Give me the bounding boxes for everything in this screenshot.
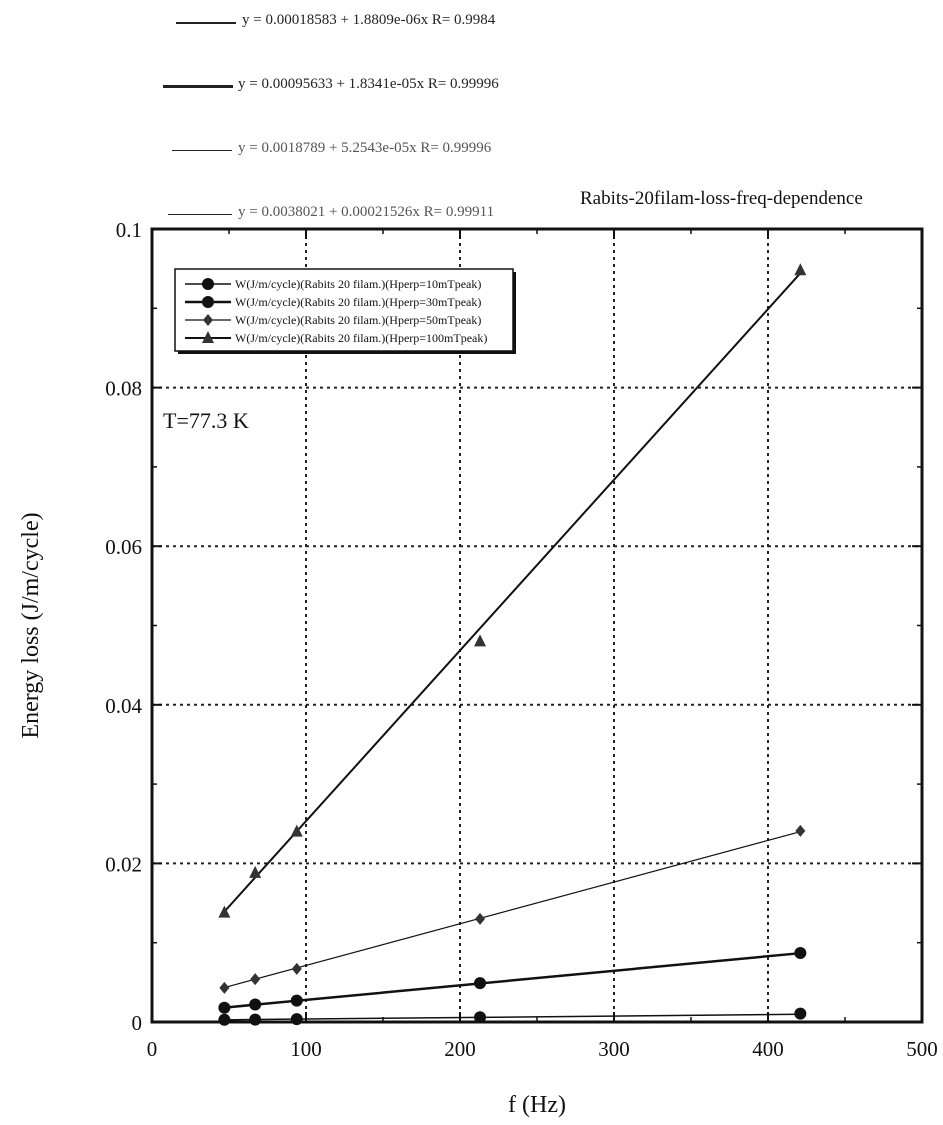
y-tick-label: 0.1 xyxy=(116,218,142,242)
legend-marker xyxy=(202,331,214,343)
data-point xyxy=(475,912,486,925)
series-1 xyxy=(218,1007,807,1026)
fit-line xyxy=(223,272,802,913)
fit-line-sample xyxy=(172,150,232,151)
data-point xyxy=(474,634,487,647)
x-tick-label: 400 xyxy=(752,1037,784,1061)
data-point xyxy=(218,1001,231,1014)
y-axis-label: Energy loss (J/m/cycle) xyxy=(18,512,44,738)
data-point xyxy=(218,1013,231,1026)
fit-line xyxy=(224,831,801,989)
fit-equation-text: y = 0.0018789 + 5.2543e-05x R= 0.99996 xyxy=(238,140,492,156)
data-point xyxy=(249,998,262,1011)
data-point xyxy=(249,1013,262,1026)
legend-label: W(J/m/cycle)(Rabits 20 filam.)(Hperp=10m… xyxy=(235,277,481,291)
x-tick-label: 500 xyxy=(906,1037,938,1061)
x-tick-label: 0 xyxy=(147,1037,158,1061)
series-4 xyxy=(218,263,807,918)
series-2 xyxy=(218,947,807,1014)
legend-marker xyxy=(203,314,213,326)
x-tick-label: 200 xyxy=(444,1037,476,1061)
data-point xyxy=(794,1007,807,1020)
fit-equation-text: y = 0.00018583 + 1.8809e-06x R= 0.9984 xyxy=(242,12,496,28)
fit-line xyxy=(224,1013,801,1021)
legend-label: W(J/m/cycle)(Rabits 20 filam.)(Hperp=100… xyxy=(235,331,487,345)
y-tick-label: 0 xyxy=(132,1011,143,1035)
data-point xyxy=(218,905,231,918)
data-point xyxy=(290,994,303,1007)
data-point xyxy=(794,263,807,276)
y-tick-label: 0.04 xyxy=(105,694,142,718)
data-point xyxy=(474,1011,487,1024)
legend: W(J/m/cycle)(Rabits 20 filam.)(Hperp=10m… xyxy=(174,268,516,354)
data-point xyxy=(474,977,487,990)
fit-line xyxy=(224,951,801,1009)
y-tick-label: 0.02 xyxy=(105,852,142,876)
series-group xyxy=(218,263,807,1026)
data-point xyxy=(290,824,303,837)
x-axis-label: f (Hz) xyxy=(508,1092,566,1118)
fit-line-sample xyxy=(163,85,233,88)
data-point xyxy=(290,1013,303,1026)
chart-title: Rabits-20filam-loss-freq-dependence xyxy=(580,188,863,209)
fit-line-sample xyxy=(176,22,236,24)
data-point xyxy=(795,824,806,837)
legend-label: W(J/m/cycle)(Rabits 20 filam.)(Hperp=50m… xyxy=(235,313,481,327)
y-tick-label: 0.08 xyxy=(105,377,142,401)
fit-line-sample xyxy=(168,214,232,215)
data-point xyxy=(250,973,261,986)
x-tick-label: 300 xyxy=(598,1037,630,1061)
legend-marker xyxy=(202,278,214,290)
legend-marker xyxy=(202,296,214,308)
fit-equation-text: y = 0.00095633 + 1.8341e-05x R= 0.99996 xyxy=(238,76,499,92)
temperature-annotation: T=77.3 K xyxy=(163,408,249,433)
data-point xyxy=(794,947,807,960)
grid xyxy=(152,229,922,1022)
legend-box xyxy=(174,268,514,352)
series-3 xyxy=(219,824,806,994)
y-tick-label: 0.06 xyxy=(105,535,142,559)
data-point xyxy=(219,981,230,994)
legend-label: W(J/m/cycle)(Rabits 20 filam.)(Hperp=30m… xyxy=(235,295,481,309)
data-point xyxy=(291,962,302,975)
fit-equation-text: y = 0.0038021 + 0.00021526x R= 0.99911 xyxy=(238,204,495,220)
data-point xyxy=(249,865,262,878)
x-tick-label: 100 xyxy=(290,1037,322,1061)
